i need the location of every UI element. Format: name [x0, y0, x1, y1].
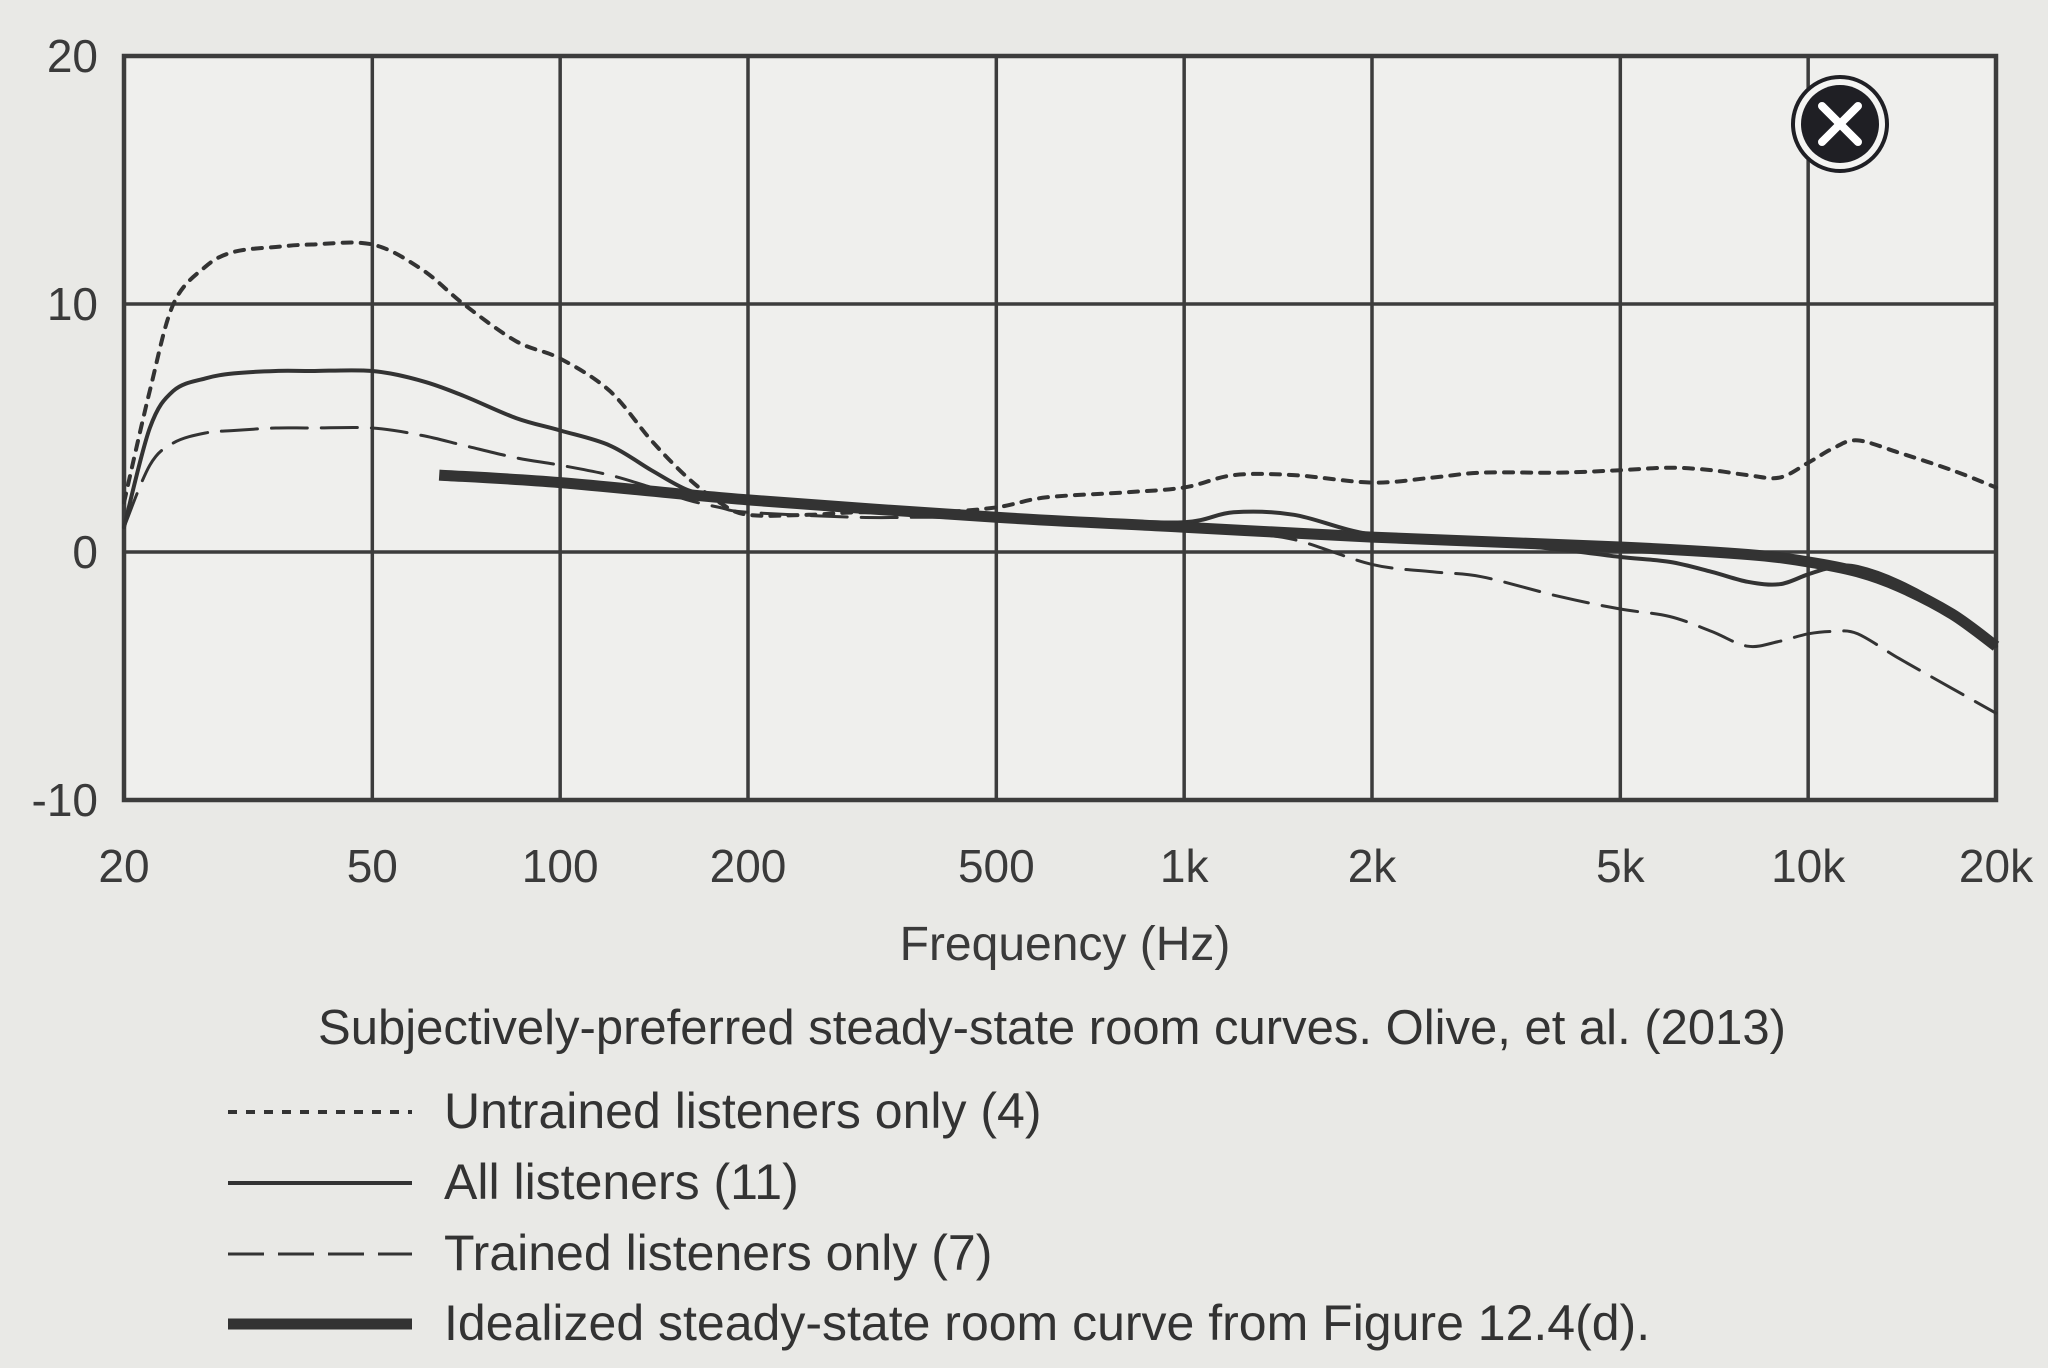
- x-tick-label: 5k: [1596, 840, 1646, 892]
- x-tick-label: 1k: [1160, 840, 1210, 892]
- x-tick-label: 10k: [1771, 840, 1846, 892]
- x-tick-label: 2k: [1348, 840, 1398, 892]
- x-tick-label: 500: [958, 840, 1035, 892]
- y-tick-label: -10: [32, 774, 98, 826]
- series-untrained-line: [122, 240, 1998, 518]
- chart-caption: Subjectively-preferred steady-state room…: [318, 1001, 1786, 1055]
- data-series: [122, 240, 2000, 715]
- x-tick-label: 200: [710, 840, 787, 892]
- y-tick-label: 20: [47, 30, 98, 82]
- legend-label-trained: Trained listeners only (7): [444, 1225, 992, 1281]
- y-tick-label: 0: [72, 526, 98, 578]
- legend-label-all: All listeners (11): [444, 1154, 799, 1210]
- axis-ticks: 20 50 100 200 500 1k 2k 5k 10k 20k -10 0 10 20: [32, 30, 2035, 892]
- x-axis-label: Frequency (Hz): [900, 918, 1231, 971]
- x-tick-label: 20k: [1959, 840, 2034, 892]
- close-icon[interactable]: [1791, 75, 1889, 173]
- legend: Untrained listeners only (4) All listene…: [228, 1083, 1650, 1351]
- plot-area: [121, 53, 1999, 803]
- legend-label-untrained: Untrained listeners only (4): [444, 1083, 1042, 1139]
- series-idealized-line: [438, 469, 2000, 651]
- x-tick-label: 100: [522, 840, 599, 892]
- legend-label-idealized: Idealized steady-state room curve from F…: [444, 1295, 1650, 1351]
- y-tick-label: 10: [47, 278, 98, 330]
- x-tick-label: 20: [98, 840, 149, 892]
- x-tick-label: 50: [347, 840, 398, 892]
